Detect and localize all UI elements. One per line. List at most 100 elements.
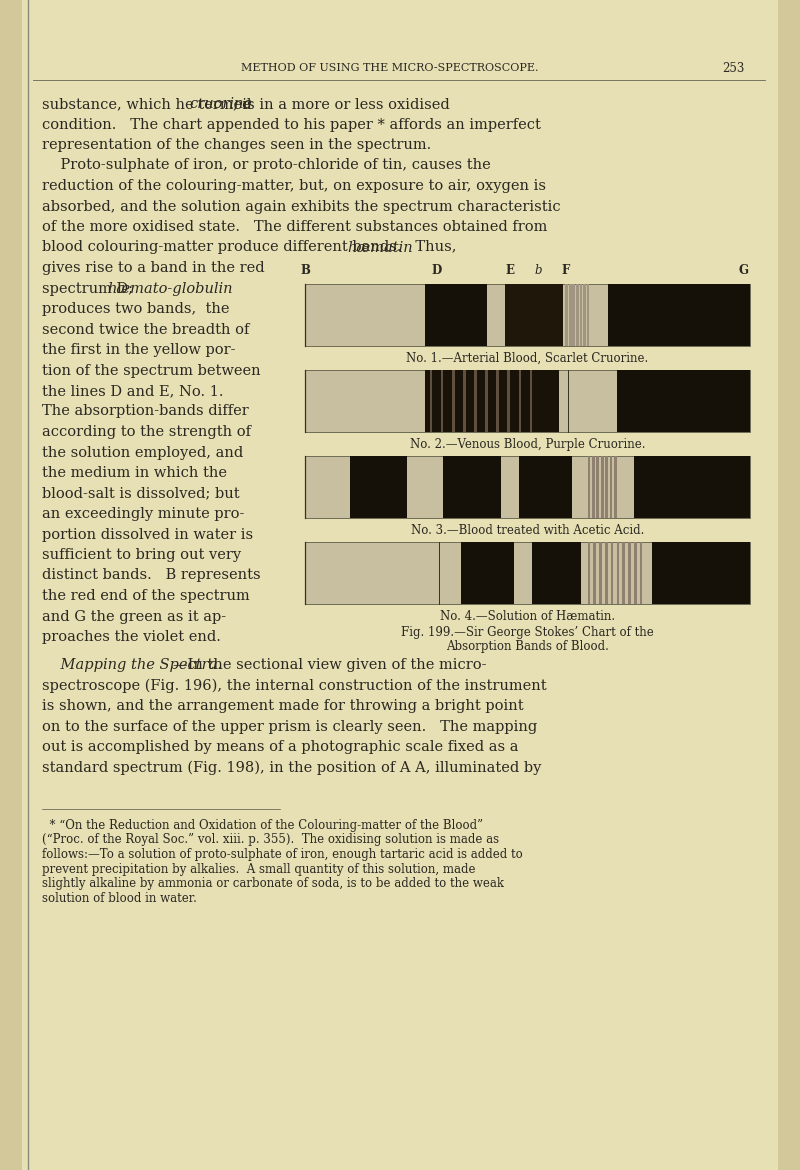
Text: the red end of the spectrum: the red end of the spectrum (42, 589, 250, 603)
Text: proaches the violet end.: proaches the violet end. (42, 629, 221, 644)
Bar (532, 542, 581, 604)
Bar (305, 456, 750, 518)
Bar (634, 456, 750, 518)
Bar (461, 542, 514, 604)
Text: on to the surface of the upper prism is clearly seen.   The mapping: on to the surface of the upper prism is … (42, 720, 538, 734)
Text: * “On the Reduction and Oxidation of the Colouring-matter of the Blood”: * “On the Reduction and Oxidation of the… (42, 819, 483, 832)
Text: b: b (535, 263, 542, 276)
Bar (425, 284, 487, 346)
Bar (601, 456, 603, 518)
Bar (576, 284, 578, 346)
Text: —In the sectional view given of the micro-: —In the sectional view given of the micr… (173, 658, 486, 672)
Bar (507, 370, 510, 432)
Bar (441, 370, 443, 432)
Bar (634, 542, 637, 604)
Text: No. 2.—Venous Blood, Purple Cruorine.: No. 2.—Venous Blood, Purple Cruorine. (410, 438, 646, 450)
Bar (594, 542, 596, 604)
Text: out is accomplished by means of a photographic scale fixed as a: out is accomplished by means of a photog… (42, 739, 518, 753)
Text: sufficient to bring out very: sufficient to bring out very (42, 548, 241, 562)
Text: of the more oxidised state.   The different substances obtained from: of the more oxidised state. The differen… (42, 220, 547, 234)
Bar (605, 542, 608, 604)
Text: and G the green as it ap-: and G the green as it ap- (42, 610, 226, 624)
Text: spectroscope (Fig. 196), the internal construction of the instrument: spectroscope (Fig. 196), the internal co… (42, 679, 546, 693)
Text: (“Proc. of the Royal Soc.” vol. xiii. p. 355).  The oxidising solution is made a: (“Proc. of the Royal Soc.” vol. xiii. p.… (42, 833, 499, 847)
Text: follows:—To a solution of proto-sulphate of iron, enough tartaric acid is added : follows:—To a solution of proto-sulphate… (42, 848, 522, 861)
Text: No. 4.—Solution of Hæmatin.: No. 4.—Solution of Hæmatin. (440, 610, 615, 622)
Text: standard spectrum (Fig. 198), in the position of A A, illuminated by: standard spectrum (Fig. 198), in the pos… (42, 760, 542, 775)
Bar (608, 284, 750, 346)
Bar (579, 284, 582, 346)
Bar (599, 542, 602, 604)
Text: prevent precipitation by alkalies.  A small quantity of this solution, made: prevent precipitation by alkalies. A sma… (42, 862, 475, 875)
Text: No. 1.—Arterial Blood, Scarlet Cruorine.: No. 1.—Arterial Blood, Scarlet Cruorine. (406, 352, 649, 365)
Text: spectrum D;: spectrum D; (42, 282, 138, 296)
Bar (452, 370, 454, 432)
Text: 253: 253 (722, 62, 745, 75)
Bar (350, 456, 407, 518)
Bar (518, 370, 522, 432)
Bar (592, 456, 594, 518)
Text: portion dissolved in water is: portion dissolved in water is (42, 528, 253, 542)
Text: second twice the breadth of: second twice the breadth of (42, 323, 250, 337)
Bar (628, 542, 630, 604)
Text: an exceedingly minute pro-: an exceedingly minute pro- (42, 507, 244, 521)
Bar (425, 370, 558, 432)
Bar (610, 456, 613, 518)
Text: Absorption Bands of Blood.: Absorption Bands of Blood. (446, 640, 609, 653)
Text: D: D (431, 263, 442, 276)
Text: METHOD OF USING THE MICRO-SPECTROSCOPE.: METHOD OF USING THE MICRO-SPECTROSCOPE. (242, 63, 538, 73)
Bar (610, 542, 614, 604)
Bar (587, 456, 590, 518)
Text: slightly alkaline by ammonia or carbonate of soda, is to be added to the weak: slightly alkaline by ammonia or carbonat… (42, 878, 504, 890)
Text: reduction of the colouring-matter, but, on exposure to air, oxygen is: reduction of the colouring-matter, but, … (42, 179, 546, 193)
Text: gives rise to a band in the red: gives rise to a band in the red (42, 261, 265, 275)
Text: Proto-sulphate of iron, or proto-chloride of tin, causes the: Proto-sulphate of iron, or proto-chlorid… (42, 158, 490, 172)
Text: the lines D and E, No. 1.: the lines D and E, No. 1. (42, 384, 223, 398)
Bar (597, 456, 599, 518)
Bar (617, 542, 619, 604)
Bar (617, 370, 750, 432)
Text: cruorine: cruorine (190, 97, 253, 111)
Text: the medium in which the: the medium in which the (42, 466, 227, 480)
Text: is shown, and the arrangement made for throwing a bright point: is shown, and the arrangement made for t… (42, 698, 524, 713)
Text: Mapping the Spectra.: Mapping the Spectra. (42, 658, 222, 672)
Bar (305, 542, 750, 604)
Bar (587, 542, 590, 604)
Bar (443, 456, 501, 518)
Bar (573, 284, 575, 346)
Text: blood-salt is dissolved; but: blood-salt is dissolved; but (42, 487, 240, 501)
Text: absorbed, and the solution again exhibits the spectrum characteristic: absorbed, and the solution again exhibit… (42, 200, 561, 213)
Text: condition.   The chart appended to his paper * affords an imperfect: condition. The chart appended to his pap… (42, 117, 541, 131)
Text: distinct bands.   B represents: distinct bands. B represents (42, 569, 261, 583)
Text: blood colouring-matter produce different bands.   Thus,: blood colouring-matter produce different… (42, 241, 461, 255)
Text: The absorption-bands differ: The absorption-bands differ (42, 405, 249, 419)
Text: substance, which he termed: substance, which he termed (42, 97, 256, 111)
Text: , is in a more or less oxidised: , is in a more or less oxidised (233, 97, 450, 111)
Text: No. 3.—Blood treated with Acetic Acid.: No. 3.—Blood treated with Acetic Acid. (411, 524, 644, 537)
Bar (463, 370, 466, 432)
Bar (496, 370, 499, 432)
Text: produces two bands,  the: produces two bands, the (42, 302, 230, 316)
Text: hæmato-globulin: hæmato-globulin (107, 282, 233, 296)
Bar (486, 370, 488, 432)
Bar (506, 284, 563, 346)
Text: hæmatin: hæmatin (348, 241, 414, 255)
Text: representation of the changes seen in the spectrum.: representation of the changes seen in th… (42, 138, 431, 152)
Bar (305, 370, 750, 432)
Text: B: B (300, 263, 310, 276)
Bar (566, 284, 568, 346)
Text: E: E (506, 263, 514, 276)
Text: Fig. 199.—Sir George Stokes’ Chart of the: Fig. 199.—Sir George Stokes’ Chart of th… (401, 626, 654, 639)
Bar (622, 542, 625, 604)
Bar (430, 370, 432, 432)
Text: according to the strength of: according to the strength of (42, 425, 251, 439)
Bar (652, 542, 750, 604)
Bar (586, 284, 590, 346)
Bar (614, 456, 617, 518)
Bar (606, 456, 608, 518)
Bar (530, 370, 532, 432)
Text: G: G (738, 263, 748, 276)
Bar (640, 542, 642, 604)
Bar (583, 284, 586, 346)
Text: tion of the spectrum between: tion of the spectrum between (42, 364, 261, 378)
